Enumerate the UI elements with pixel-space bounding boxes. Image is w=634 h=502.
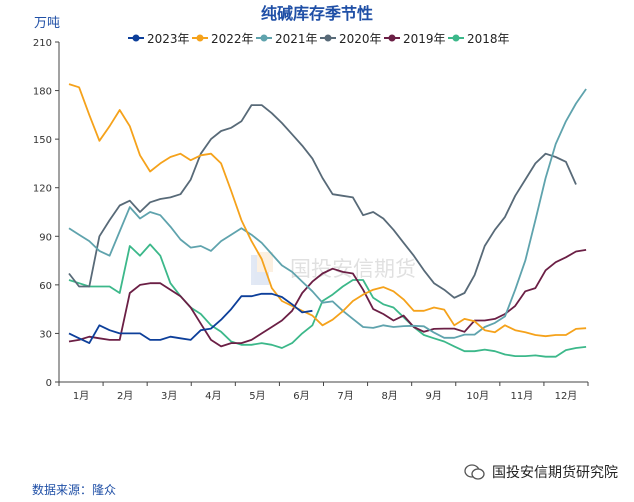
legend-label: 2020年 [339, 32, 382, 46]
legend-marker [452, 34, 460, 42]
x-tick-label: 6月 [293, 390, 309, 402]
legend-marker [388, 34, 396, 42]
y-tick-label: 0 [46, 378, 52, 389]
series-line-2023 [68, 292, 313, 345]
y-tick-label: 90 [39, 232, 52, 243]
legend-marker [132, 34, 140, 42]
brand-name: 国投安信期货研究院 [492, 465, 618, 481]
x-tick-label: 4月 [205, 390, 221, 402]
legend-label: 2021年 [275, 32, 318, 46]
y-tick-label: 180 [33, 87, 52, 98]
legend-marker [196, 34, 204, 42]
x-tick-label: 10月 [466, 390, 489, 402]
legend-item: 2022年 [192, 32, 254, 46]
y-tick-label: 150 [33, 135, 52, 146]
y-tick-label: 210 [33, 38, 52, 49]
x-tick-label: 3月 [161, 390, 177, 402]
legend-item: 2020年 [320, 32, 382, 46]
x-tick-label: 8月 [381, 390, 397, 402]
legend: 2023年 2022年 2021年 2020年 2019年 2018年 [128, 32, 510, 46]
x-tick-label: 2月 [117, 390, 133, 402]
data-source: 数据来源：隆众 [32, 483, 117, 497]
series-line-2019 [68, 249, 587, 348]
legend-marker [260, 34, 268, 42]
legend-label: 2023年 [147, 32, 190, 46]
x-tick-label: 1月 [73, 390, 89, 402]
chart-title: 纯碱库存季节性 [261, 4, 373, 23]
series-line-2022 [68, 83, 587, 338]
x-tick-label: 9月 [426, 390, 442, 402]
x-tick-label: 11月 [511, 390, 534, 402]
y-tick-label: 60 [39, 281, 52, 292]
legend-item: 2018年 [448, 32, 510, 46]
series-line-2018 [68, 243, 587, 358]
y-tick-label: 30 [39, 329, 52, 340]
legend-item: 2021年 [256, 32, 318, 46]
legend-item: 2023年 [128, 32, 190, 46]
legend-label: 2022年 [211, 32, 254, 46]
series-line-2020 [68, 104, 577, 299]
series-line-2021 [68, 88, 587, 339]
y-tick-label: 120 [33, 184, 52, 195]
wechat-icon [464, 464, 486, 480]
brand-signature: 国投安信期货研究院 [464, 462, 618, 482]
x-tick-label: 12月 [555, 390, 578, 402]
x-tick-label: 7月 [337, 390, 353, 402]
watermark-text: 国投安信期货 [290, 257, 416, 281]
legend-label: 2019年 [403, 32, 446, 46]
y-axis-unit: 万吨 [34, 16, 60, 31]
legend-marker [324, 34, 332, 42]
legend-item: 2019年 [384, 32, 446, 46]
x-tick-label: 5月 [249, 390, 265, 402]
legend-label: 2018年 [467, 32, 510, 46]
